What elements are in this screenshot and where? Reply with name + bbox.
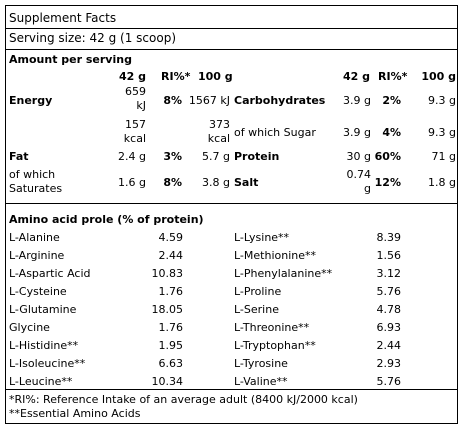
nutrient-ri: 4% bbox=[382, 126, 401, 139]
divider bbox=[6, 28, 457, 29]
amino-name: L-Threonine** bbox=[234, 321, 310, 334]
nutrient-serving: 30 g bbox=[346, 150, 371, 163]
amino-value: 1.76 bbox=[158, 285, 184, 298]
divider bbox=[6, 203, 457, 204]
amino-name: L-Aspartic Acid bbox=[9, 267, 91, 280]
amino-value: 5.76 bbox=[376, 375, 402, 388]
amino-name: Glycine bbox=[9, 321, 50, 334]
amino-header: Amino acid prole (% of protein) bbox=[9, 213, 204, 226]
nutrient-name: Fat bbox=[9, 150, 29, 163]
amino-value: 1.56 bbox=[376, 249, 402, 262]
nutrient-serving: 3.9 g bbox=[343, 94, 371, 107]
amino-value: 4.78 bbox=[376, 303, 402, 316]
nutrient-serving: 659 bbox=[125, 85, 146, 98]
nutrient-per100: 9.3 g bbox=[428, 126, 456, 139]
nutrient-per100: 1.8 g bbox=[428, 176, 456, 189]
amino-value: 2.93 bbox=[376, 357, 402, 370]
amino-name: L-Alanine bbox=[9, 231, 60, 244]
amino-value: 8.39 bbox=[376, 231, 402, 244]
nutrient-name: of which Sugar bbox=[234, 126, 316, 139]
amino-value: 1.76 bbox=[158, 321, 184, 334]
nutrient-per100: 373 bbox=[209, 118, 230, 131]
nutrient-name: of which bbox=[9, 168, 56, 181]
nutrient-name: Saturates bbox=[9, 182, 63, 195]
nutrient-serving-unit: kJ bbox=[136, 99, 146, 112]
nutrient-per100: 5.7 g bbox=[202, 150, 230, 163]
amino-name: L-Histidine** bbox=[9, 339, 79, 352]
nutrient-name: Energy bbox=[9, 94, 53, 107]
panel-title: Supplement Facts bbox=[9, 11, 117, 25]
amino-value: 6.63 bbox=[158, 357, 184, 370]
nutrient-serving: 1.6 g bbox=[118, 176, 146, 189]
serving-size: Serving size: 42 g (1 scoop) bbox=[9, 31, 177, 45]
amino-name: L-Methionine** bbox=[234, 249, 317, 262]
nutrient-ri: 2% bbox=[382, 94, 401, 107]
nutrient-serving: 3.9 g bbox=[343, 126, 371, 139]
footnote-ri: *RI%: Reference Intake of an average adu… bbox=[9, 393, 358, 406]
nutrient-per100: 71 g bbox=[431, 150, 456, 163]
amino-name: L-Phenylalanine** bbox=[234, 267, 333, 280]
amino-name: L-Proline bbox=[234, 285, 282, 298]
nutrient-serving: 2.4 g bbox=[118, 150, 146, 163]
nutrient-per100: 3.8 g bbox=[202, 176, 230, 189]
nutrient-ri: 8% bbox=[163, 94, 182, 107]
amino-value: 5.76 bbox=[376, 285, 402, 298]
nutrient-serving-unit: g bbox=[364, 182, 371, 195]
amino-value: 2.44 bbox=[158, 249, 184, 262]
nutrient-per100-unit: kcal bbox=[207, 132, 230, 145]
amino-value: 18.05 bbox=[151, 303, 184, 316]
amount-header: Amount per serving bbox=[9, 53, 132, 66]
nutrient-per100: 1567 kJ bbox=[188, 94, 230, 107]
col-ri: RI%* bbox=[161, 70, 191, 83]
amino-value: 4.59 bbox=[158, 231, 184, 244]
amino-name: L-Cysteine bbox=[9, 285, 67, 298]
nutrient-ri: 3% bbox=[163, 150, 182, 163]
amino-value: 2.44 bbox=[376, 339, 402, 352]
col-ri: RI%* bbox=[378, 70, 408, 83]
amino-value: 1.95 bbox=[158, 339, 184, 352]
nutrient-name: Protein bbox=[234, 150, 280, 163]
amino-value: 10.83 bbox=[151, 267, 184, 280]
amino-name: L-Serine bbox=[234, 303, 279, 316]
amino-value: 3.12 bbox=[376, 267, 402, 280]
amino-name: L-Tryptophan** bbox=[234, 339, 316, 352]
amino-name: L-Glutamine bbox=[9, 303, 77, 316]
nutrient-name: Carbohydrates bbox=[234, 94, 326, 107]
nutrient-ri: 12% bbox=[374, 176, 401, 189]
nutrient-serving-unit: kcal bbox=[123, 132, 146, 145]
nutrient-ri: 60% bbox=[374, 150, 401, 163]
col-per-serving: 42 g bbox=[342, 70, 370, 83]
nutrient-serving: 0.74 bbox=[346, 168, 372, 181]
col-per-100: 100 g bbox=[198, 70, 233, 83]
footnote-essential: **Essential Amino Acids bbox=[9, 407, 141, 420]
col-per-100: 100 g bbox=[421, 70, 456, 83]
amino-value: 6.93 bbox=[376, 321, 402, 334]
col-per-serving: 42 g bbox=[118, 70, 146, 83]
amino-name: L-Arginine bbox=[9, 249, 65, 262]
amino-name: L-Tyrosine bbox=[234, 357, 288, 370]
supplement-facts-panel: Supplement Facts Serving size: 42 g (1 s… bbox=[5, 5, 458, 424]
nutrient-name: Salt bbox=[234, 176, 259, 189]
nutrient-serving: 157 bbox=[125, 118, 146, 131]
divider bbox=[6, 49, 457, 50]
divider bbox=[6, 389, 457, 390]
amino-value: 10.34 bbox=[151, 375, 184, 388]
amino-name: L-Leucine** bbox=[9, 375, 73, 388]
nutrient-per100: 9.3 g bbox=[428, 94, 456, 107]
amino-name: L-Isoleucine** bbox=[9, 357, 86, 370]
amino-name: L-Valine** bbox=[234, 375, 288, 388]
nutrient-ri: 8% bbox=[163, 176, 182, 189]
amino-name: L-Lysine** bbox=[234, 231, 290, 244]
